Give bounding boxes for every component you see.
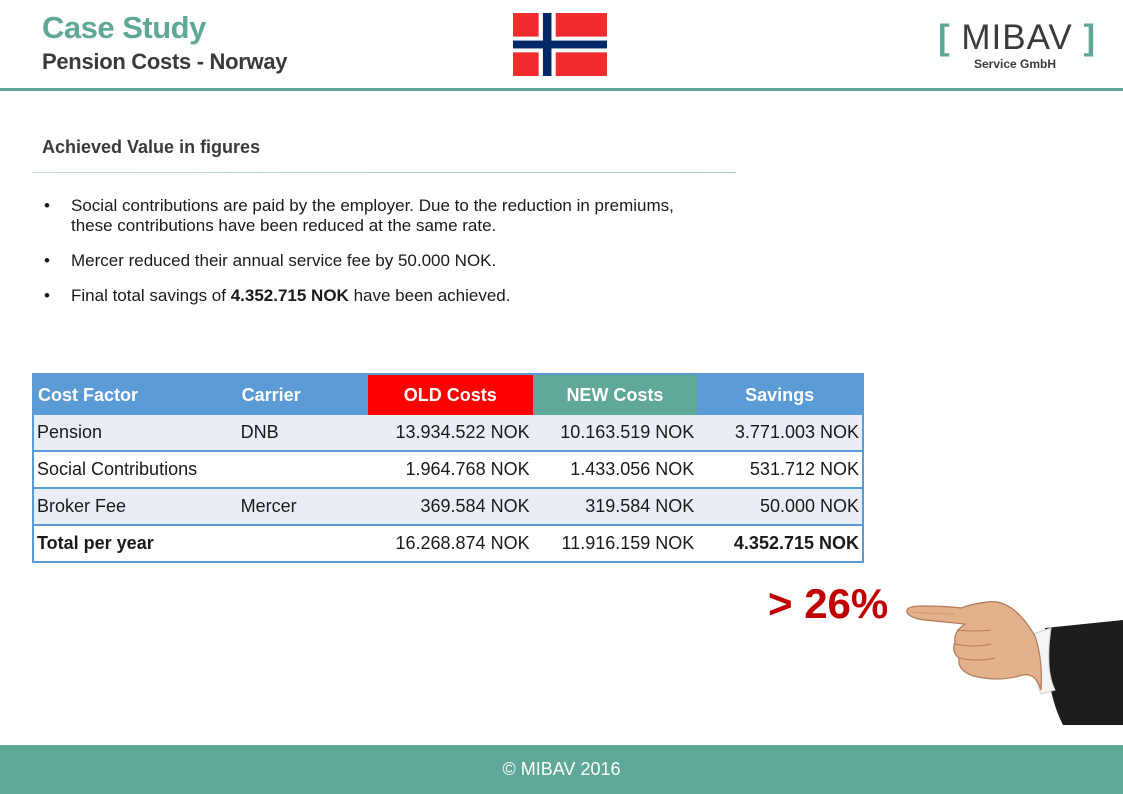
cost-table: Cost Factor Carrier OLD Costs NEW Costs … — [32, 373, 864, 563]
logo-name: MIBAV — [961, 18, 1073, 57]
table-header-row: Cost Factor Carrier OLD Costs NEW Costs … — [33, 374, 863, 415]
cell-old-costs: 1.964.768 NOK — [367, 451, 533, 489]
header-carrier: Carrier — [237, 374, 368, 415]
footer-bar: © MIBAV 2016 — [0, 745, 1123, 794]
cell-new-costs: 1.433.056 NOK — [532, 451, 698, 489]
cell-savings: 3.771.003 NOK — [697, 415, 863, 452]
header-new-costs: NEW Costs — [532, 374, 698, 415]
section-title: Achieved Value in figures — [42, 137, 261, 157]
cell-new-costs: 11.916.159 NOK — [561, 533, 695, 553]
header-old-costs: OLD Costs — [367, 374, 533, 415]
cell-savings: 4.352.715 NOK — [733, 533, 859, 553]
cell-old-costs: 16.268.874 NOK — [395, 533, 530, 553]
header-cost-factor: Cost Factor — [33, 374, 238, 415]
header-savings: Savings — [697, 374, 863, 415]
table-total-row: Total per year 16.268.874 NOK 11.916.159… — [33, 525, 863, 562]
header-divider — [0, 88, 1123, 91]
bullet-item: Social contributions are paid by the emp… — [44, 196, 684, 236]
cell-new-costs: 10.163.519 NOK — [532, 415, 698, 452]
cell-cost-factor: Pension — [33, 415, 238, 452]
cell-savings: 531.712 NOK — [697, 451, 863, 489]
bullet-item: Final total savings of 4.352.715 NOK hav… — [44, 286, 684, 306]
logo-bracket-left: [ — [938, 18, 951, 57]
bullet-text-post: have been achieved. — [348, 286, 511, 305]
bullet-text-pre: Final total savings of — [71, 286, 231, 305]
cell-new-costs: 319.584 NOK — [532, 488, 698, 526]
section-divider — [32, 172, 736, 173]
cell-cost-factor: Broker Fee — [33, 488, 238, 526]
table-row: Social Contributions 1.964.768 NOK 1.433… — [33, 451, 863, 489]
pointing-hand-icon — [906, 601, 1123, 725]
bullet-text: Social contributions are paid by the emp… — [71, 196, 674, 235]
cell-savings: 50.000 NOK — [697, 488, 863, 526]
cell-carrier: DNB — [237, 415, 368, 452]
bullet-list: Social contributions are paid by the emp… — [44, 196, 684, 321]
cell-old-costs: 369.584 NOK — [367, 488, 533, 526]
footer-copyright: © MIBAV 2016 — [502, 759, 621, 779]
bullet-item: Mercer reduced their annual service fee … — [44, 251, 684, 271]
cell-carrier — [237, 451, 368, 489]
bullet-text-bold: 4.352.715 NOK — [230, 286, 349, 305]
savings-percent: > 26% — [768, 580, 889, 627]
logo-subtitle: Service GmbH — [974, 57, 1057, 71]
page-subtitle: Pension Costs - Norway — [42, 49, 288, 74]
company-logo: [ MIBAV ] Service GmbH — [938, 18, 1097, 74]
cell-cost-factor: Total per year — [37, 533, 154, 553]
page-title: Case Study — [42, 10, 206, 45]
table-row: Pension DNB 13.934.522 NOK 10.163.519 NO… — [33, 415, 863, 452]
cell-carrier: Mercer — [237, 488, 368, 526]
bullet-text: Mercer reduced their annual service fee … — [71, 251, 497, 270]
cell-carrier — [238, 525, 368, 562]
cell-old-costs: 13.934.522 NOK — [367, 415, 533, 452]
norway-flag-icon — [513, 13, 607, 76]
logo-bracket-right: ] — [1083, 18, 1097, 57]
cell-cost-factor: Social Contributions — [33, 451, 238, 489]
table-row: Broker Fee Mercer 369.584 NOK 319.584 NO… — [33, 488, 863, 526]
